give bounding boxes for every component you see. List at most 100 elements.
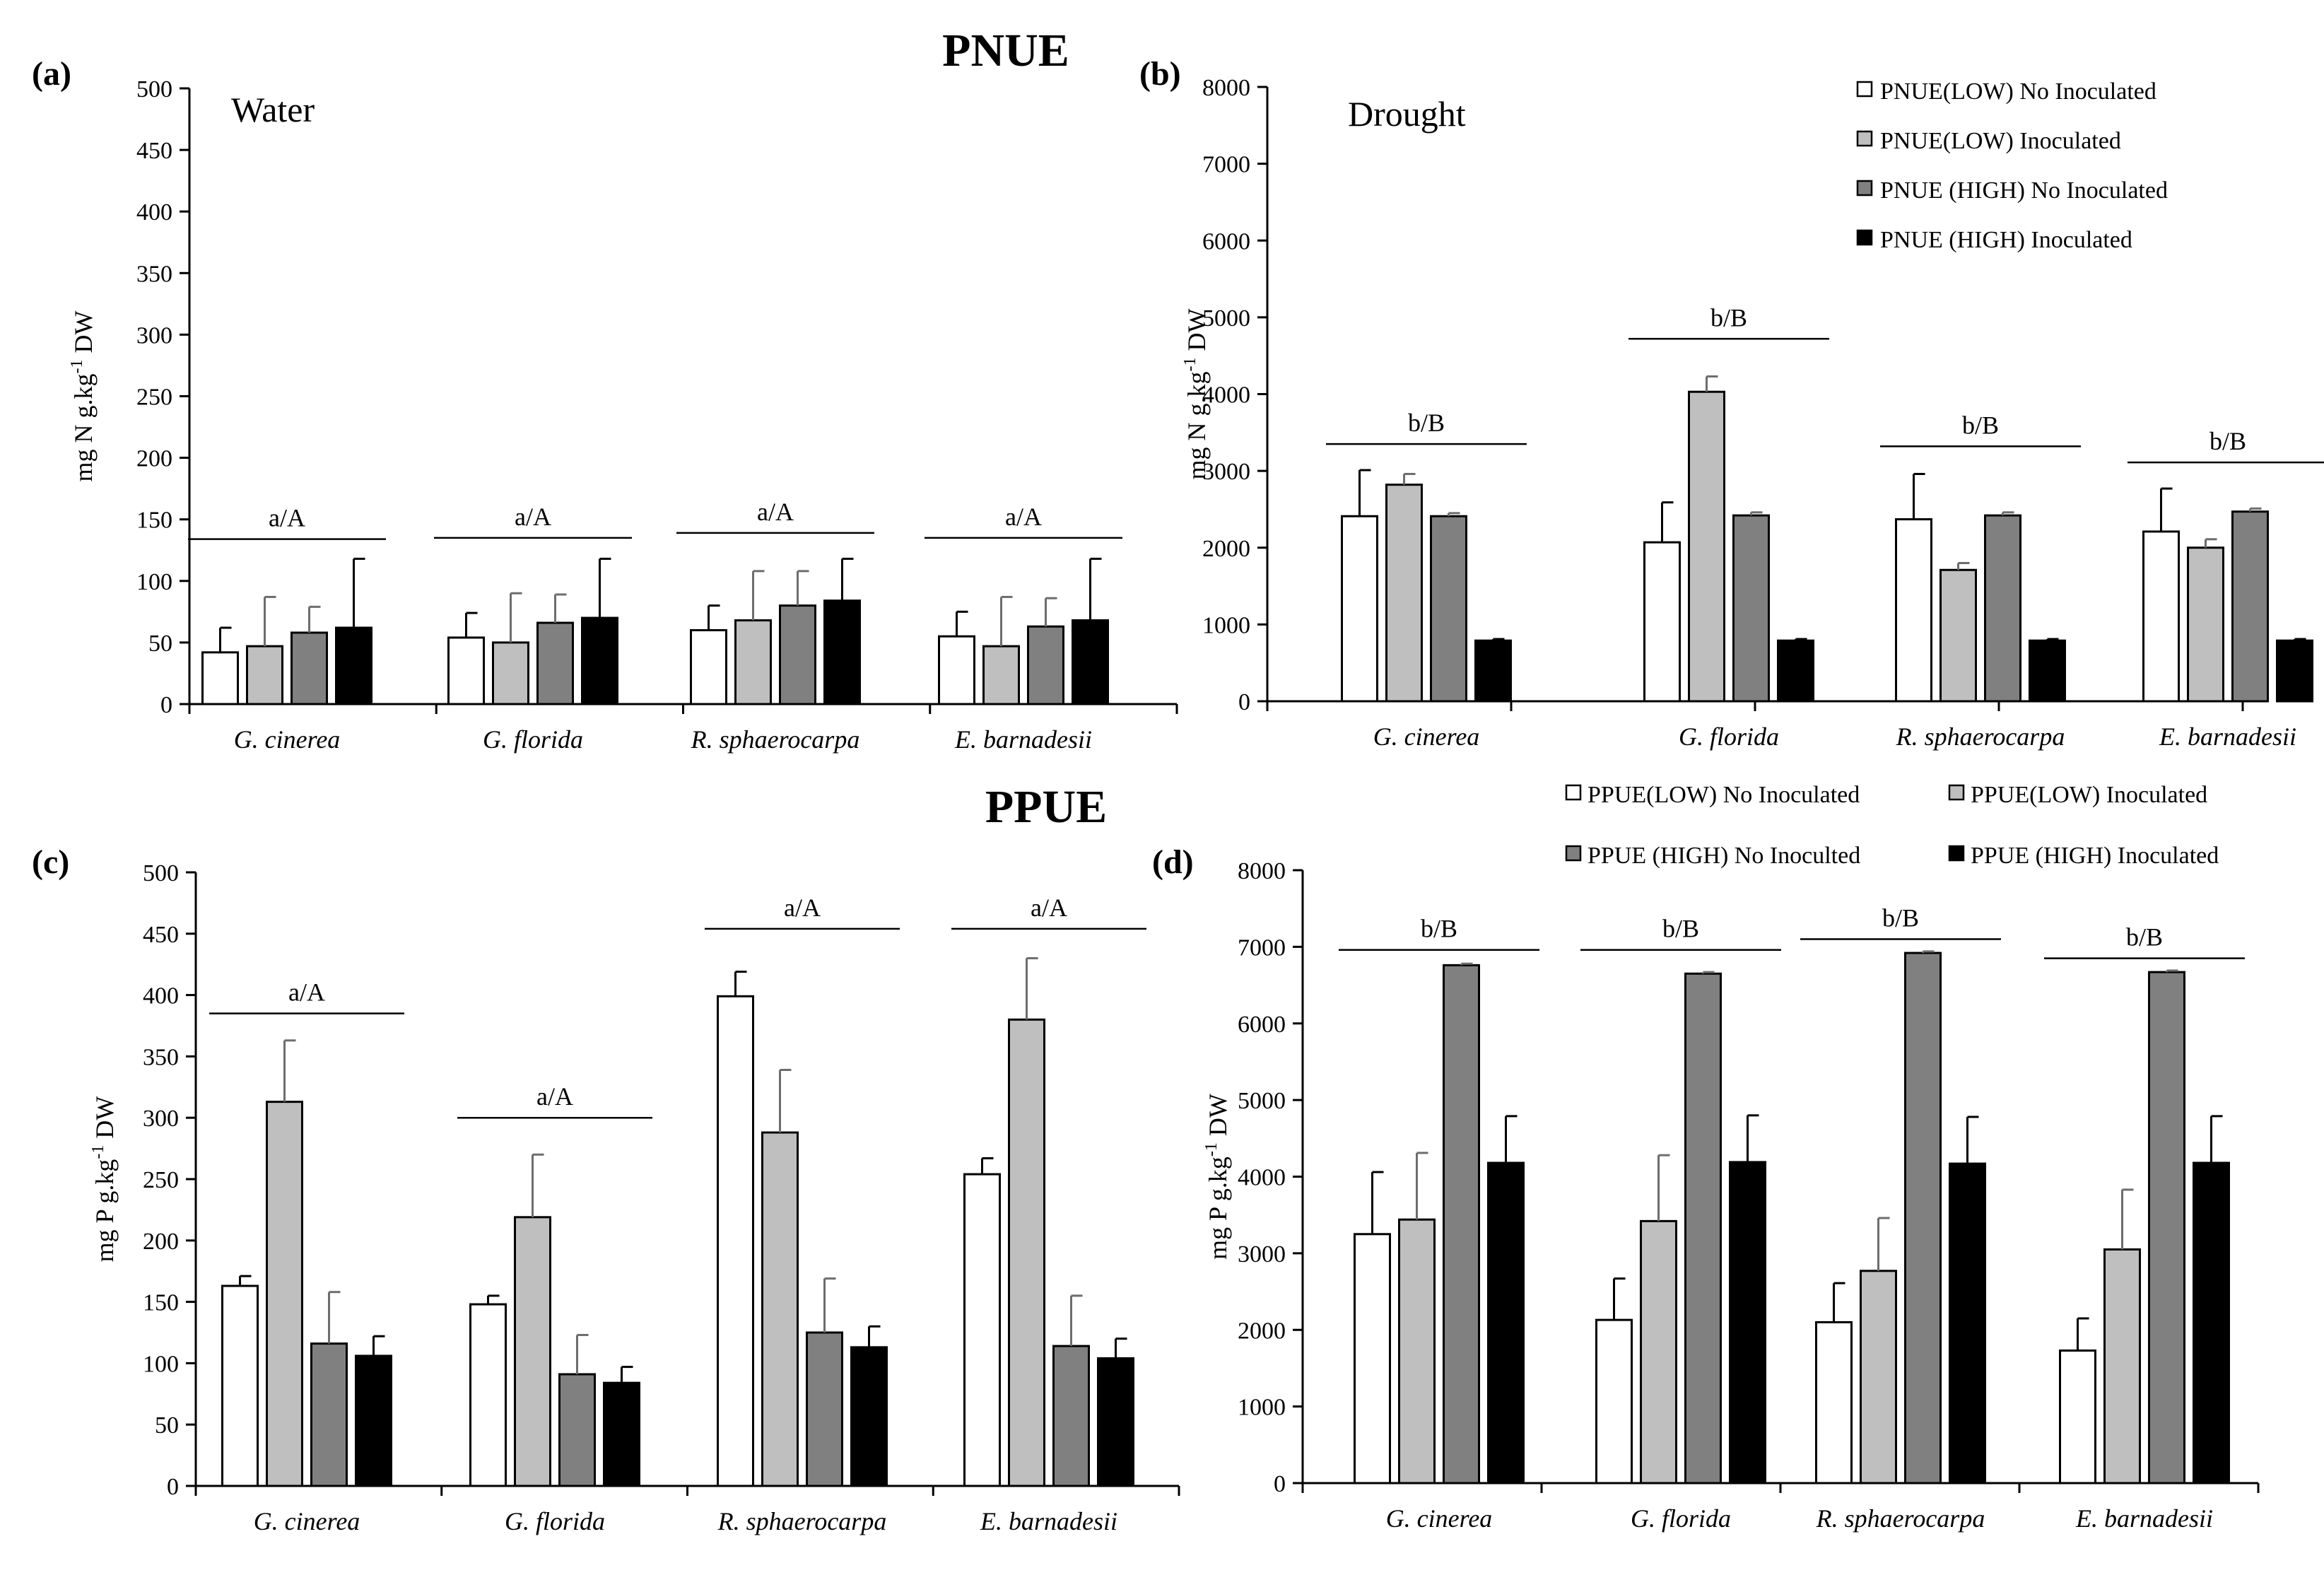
y-tick-label: 350	[136, 261, 172, 287]
group-label: a/A	[269, 504, 305, 532]
bar	[355, 1354, 392, 1487]
bar	[2187, 546, 2224, 703]
y-tick-label: 450	[136, 138, 172, 164]
panel-label: (c)	[32, 843, 69, 881]
y-tick-label: 100	[136, 569, 172, 595]
y-tick-label: 350	[143, 1044, 179, 1070]
legend-label: PPUE (HIGH) Inoculated	[1971, 843, 2219, 869]
panel-c: (c) 0 50 100 150 200 250 300 350 400 450 500 mg P g.…	[32, 843, 1180, 1535]
bar	[1732, 514, 1770, 703]
bar	[310, 1342, 348, 1487]
category-label: G. cinerea	[1386, 1504, 1493, 1533]
bar	[221, 1284, 259, 1487]
y-tick-label: 500	[143, 860, 179, 886]
y-tick-label: 150	[136, 508, 172, 534]
bar	[779, 604, 816, 705]
y-tick-label: 250	[136, 385, 172, 411]
bar	[1052, 1345, 1090, 1487]
category-label: G. cinerea	[254, 1507, 360, 1535]
y-tick-label: 200	[136, 446, 172, 472]
bar	[1895, 518, 1932, 703]
legend-swatch	[1856, 81, 1873, 98]
group-label: b/B	[1662, 915, 1699, 943]
bar	[1984, 514, 2021, 703]
y-tick-label: 6000	[1238, 1012, 1286, 1038]
y-axis-label: mg P g.kg-1 DW	[89, 1096, 119, 1263]
group-label: b/B	[1421, 915, 1457, 943]
bar	[558, 1373, 596, 1487]
bar	[1443, 964, 1480, 1485]
y-tick-label: 50	[148, 631, 172, 657]
category-label: E. barnadesii	[954, 725, 1092, 754]
y-tick-label: 200	[143, 1229, 179, 1255]
bar	[1688, 390, 1725, 703]
y-tick-label: 5000	[1202, 305, 1250, 332]
bar	[982, 645, 1020, 705]
bar	[1341, 515, 1378, 703]
bar	[963, 1173, 1001, 1487]
bar	[2276, 639, 2313, 703]
category-label: E. barnadesii	[2075, 1504, 2213, 1533]
y-tick-label: 0	[1238, 689, 1250, 715]
bar	[823, 599, 861, 705]
y-tick-label: 7000	[1202, 152, 1250, 178]
bar	[761, 1131, 799, 1487]
y-tick-label: 0	[160, 692, 172, 718]
condition-label: Water	[231, 90, 315, 129]
legend-label: PNUE(LOW) Inoculated	[1880, 128, 2121, 154]
bar	[2142, 530, 2180, 703]
category-label: G. florida	[1679, 722, 1779, 751]
legend-swatch	[1948, 784, 1965, 801]
y-tick-label: 400	[143, 983, 179, 1009]
bar	[603, 1381, 640, 1487]
y-tick-label: 8000	[1202, 75, 1250, 101]
bar	[1949, 1162, 1986, 1485]
group-label: a/A	[1005, 503, 1042, 531]
category-label: R. sphaerocarpa	[1816, 1504, 1985, 1533]
bar	[469, 1303, 507, 1487]
bar	[806, 1331, 843, 1487]
bar	[1385, 484, 1423, 703]
legend-label: PPUE(LOW) Inoculated	[1971, 782, 2207, 808]
legend-top: PNUE(LOW) No Inoculated PNUE(LOW) Inocula…	[1856, 78, 2168, 253]
category-label: G. florida	[1631, 1504, 1731, 1533]
bar	[717, 995, 754, 1487]
category-label: E. barnadesii	[980, 1507, 1117, 1535]
y-axis-label: mg N g.kg-1 DW	[68, 310, 98, 481]
bar	[335, 626, 372, 705]
legend-bottom: PPUE(LOW) No Inoculated PPUE(LOW) Inocula…	[1565, 782, 2219, 869]
bar	[1904, 952, 1942, 1485]
group-label: b/B	[1408, 409, 1445, 437]
group-label: b/B	[2126, 923, 2163, 952]
bar	[1860, 1270, 1897, 1485]
y-tick-label: 2000	[1202, 536, 1250, 562]
y-tick-label: 1000	[1238, 1395, 1286, 1421]
bar	[447, 636, 485, 705]
bar	[1684, 972, 1722, 1485]
bar	[1027, 625, 1064, 705]
bar	[1939, 568, 1977, 703]
y-tick-label: 4000	[1202, 382, 1250, 409]
group-label: a/A	[288, 978, 325, 1007]
y-tick-label: 0	[167, 1474, 179, 1500]
legend-swatch	[1565, 845, 1582, 862]
y-tick-label: 2000	[1238, 1318, 1286, 1344]
group-label: a/A	[1031, 894, 1067, 922]
group-label: a/A	[784, 894, 821, 922]
y-tick-label: 500	[136, 76, 172, 103]
bar	[2148, 971, 2185, 1485]
panel-label: (b)	[1139, 55, 1181, 93]
y-tick-label: 8000	[1238, 858, 1286, 884]
bar	[1008, 1018, 1045, 1487]
legend-label: PNUE (HIGH) No Inoculated	[1880, 177, 2168, 204]
panel-b: (b) Drought 0 1000 2000 3000 4000 5000 6000 7000 8…	[1139, 55, 2324, 751]
bar	[1729, 1161, 1766, 1485]
y-tick-label: 300	[143, 1106, 179, 1132]
category-label: G. cinerea	[1373, 722, 1480, 751]
category-label: G. florida	[505, 1507, 605, 1535]
category-label: R. sphaerocarpa	[717, 1507, 887, 1535]
panel-label: (a)	[32, 55, 71, 93]
y-tick-label: 1000	[1202, 612, 1250, 638]
bar	[938, 635, 975, 705]
